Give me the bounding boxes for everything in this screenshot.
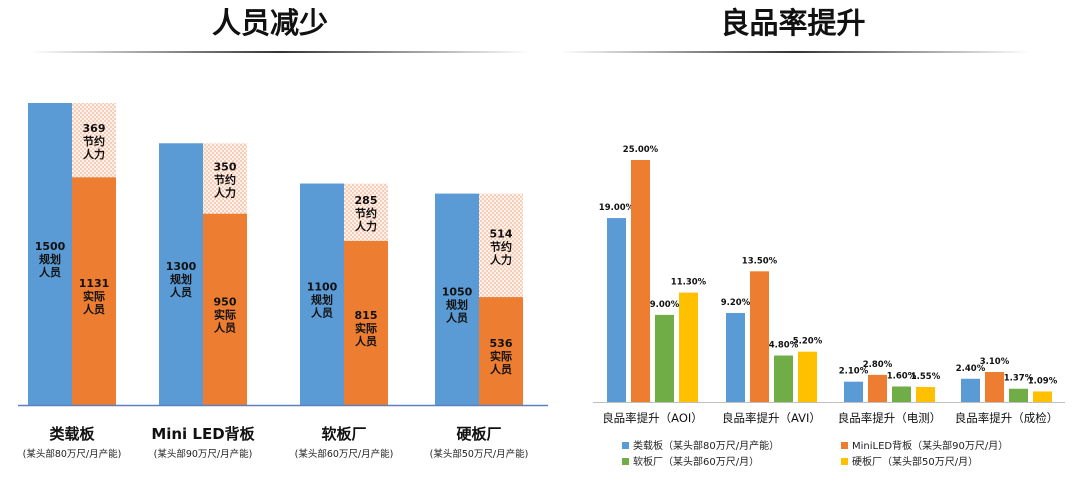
value-label-3-1: 3.10% — [980, 357, 1010, 367]
label-actual-2: 815 实际人员 — [355, 309, 378, 348]
bar-actual-1 — [203, 213, 247, 405]
value-label-2-2: 1.60% — [887, 372, 917, 382]
bar-planned-0 — [28, 103, 72, 405]
left-title-divider — [30, 51, 530, 53]
right-title: 良品率提升 — [720, 6, 865, 40]
category-label-3: 良品率提升（成检） — [955, 411, 1059, 425]
value-label-2-3: 1.55% — [911, 372, 941, 382]
value-label-1-3: 5.20% — [793, 337, 823, 347]
value-label-0-1: 25.00% — [623, 145, 659, 155]
label-planned-1: 1300 规划人员 — [166, 260, 197, 299]
value-label-2-1: 2.80% — [863, 360, 893, 370]
bar-2-3 — [916, 386, 935, 402]
bar-0-3 — [679, 292, 698, 402]
value-label-3-3: 1.09% — [1028, 376, 1058, 386]
category-note-2: (某头部60万尺/月产能) — [295, 448, 394, 460]
value-label-0-2: 9.00% — [650, 300, 680, 310]
label-saved-0: 369 节约人力 — [83, 122, 106, 161]
legend-label-1: MiniLED背板（某头部90万尺/月） — [852, 439, 1008, 452]
bar-planned-1 — [159, 143, 203, 405]
value-label-3-2: 1.37% — [1004, 374, 1034, 384]
legend-swatch-1 — [841, 442, 848, 449]
bar-3-1 — [985, 371, 1004, 402]
label-saved-1: 350 节约人力 — [214, 161, 237, 200]
label-actual-1: 950 实际人员 — [214, 295, 237, 334]
label-actual-0: 1131 实际人员 — [79, 277, 110, 316]
bar-saved-1 — [203, 143, 247, 214]
bar-0-2 — [655, 314, 674, 402]
legend-label-2: 软板厂（某头部60万尺/月） — [633, 455, 759, 468]
bar-planned-2 — [300, 183, 344, 405]
category-label-2: 软板厂 — [321, 425, 366, 443]
legend-swatch-0 — [622, 442, 629, 449]
legend-swatch-3 — [841, 458, 848, 465]
value-label-0-3: 11.30% — [671, 278, 707, 288]
value-label-1-2: 4.80% — [769, 341, 799, 351]
category-note-1: (某头部90万尺/月产能) — [154, 448, 253, 460]
legend-label-0: 类载板（某头部80万尺/月产能） — [633, 439, 779, 452]
bar-3-2 — [1009, 388, 1028, 402]
category-label-1: 良品率提升（AVI） — [722, 411, 821, 425]
right-title-divider — [560, 51, 1030, 53]
category-label-0: 类载板 — [49, 425, 95, 443]
legend-label-3: 硬板厂（某头部50万尺/月） — [852, 455, 978, 468]
bar-3-3 — [1033, 391, 1052, 402]
bar-0-1 — [631, 160, 650, 402]
category-note-3: (某头部50万尺/月产能) — [430, 448, 529, 460]
bar-actual-0 — [72, 177, 116, 405]
bar-saved-0 — [72, 103, 116, 178]
bar-saved-2 — [344, 183, 388, 241]
label-saved-2: 285 节约人力 — [355, 194, 378, 233]
bar-2-0 — [844, 381, 863, 402]
value-label-3-0: 2.40% — [956, 364, 986, 374]
bar-2-2 — [892, 386, 911, 402]
bar-actual-2 — [344, 240, 388, 405]
category-label-1: Mini LED背板 — [151, 425, 255, 443]
bar-0-0 — [607, 218, 626, 402]
bar-planned-3 — [435, 193, 479, 405]
category-label-3: 硬板厂 — [456, 425, 501, 443]
value-label-2-0: 2.10% — [839, 367, 869, 377]
bar-1-2 — [774, 355, 793, 402]
value-label-1-1: 13.50% — [742, 256, 778, 266]
label-actual-3: 536 实际人员 — [490, 337, 513, 376]
bar-3-0 — [961, 378, 980, 402]
label-saved-3: 514 节约人力 — [490, 227, 513, 266]
bar-saved-3 — [479, 193, 523, 298]
bar-2-1 — [868, 374, 887, 402]
label-planned-3: 1050 规划人员 — [442, 285, 473, 324]
left-title: 人员减少 — [212, 6, 328, 40]
legend-swatch-2 — [622, 458, 629, 465]
bar-actual-3 — [479, 297, 523, 405]
category-label-2: 良品率提升（电测） — [838, 411, 942, 425]
bar-1-3 — [798, 351, 817, 402]
label-planned-0: 1500 规划人员 — [35, 240, 66, 279]
label-planned-2: 1100 规划人员 — [307, 280, 338, 319]
value-label-1-0: 9.20% — [721, 298, 751, 308]
right-chart: 19.00% 25.00% 9.00% 11.30% 良品率提升（AOI） 9.20% 13… — [593, 145, 1065, 468]
bar-1-1 — [750, 271, 769, 402]
category-note-0: (某头部80万尺/月产能) — [23, 448, 122, 460]
category-label-0: 良品率提升（AOI） — [602, 411, 703, 425]
value-label-0-0: 19.00% — [599, 203, 635, 213]
bar-1-0 — [726, 312, 745, 402]
